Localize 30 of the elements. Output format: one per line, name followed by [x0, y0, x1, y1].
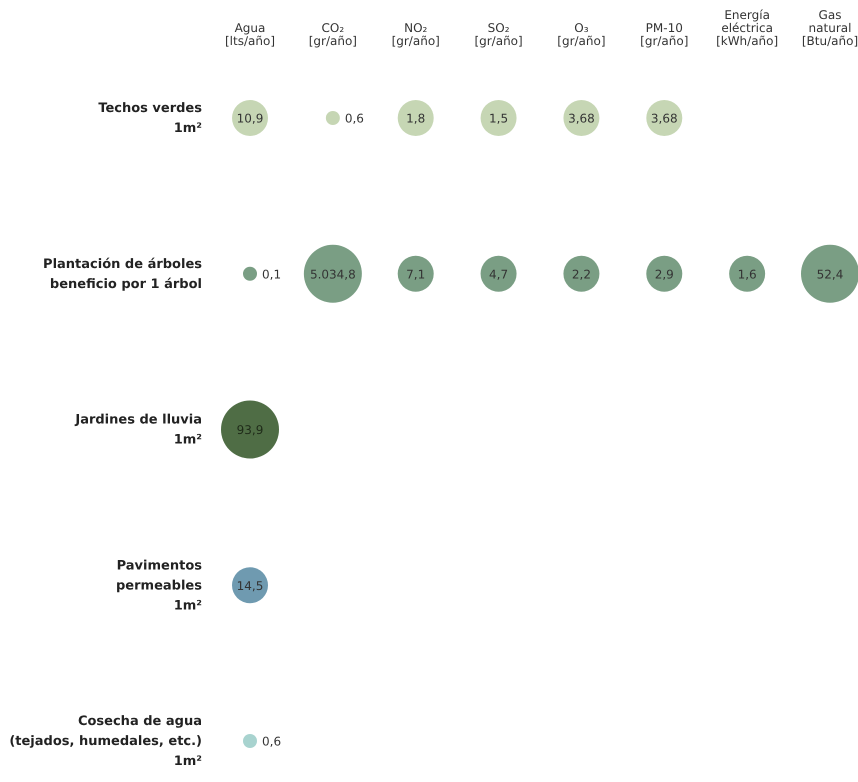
data-label: 7,1 [406, 267, 426, 282]
x-tick-label: Agua [lts/año] [225, 21, 275, 48]
data-label: 2,2 [572, 267, 591, 282]
y-tick-label: Techos verdes 1m² [98, 101, 202, 136]
data-label: 52,4 [816, 267, 844, 282]
x-tick-label: CO₂ [gr/año] [308, 21, 357, 48]
y-tick-label: Pavimentos permeables 1m² [116, 558, 202, 614]
x-tick-label: PM-10 [gr/año] [640, 21, 688, 48]
data-label: 10,9 [236, 112, 264, 126]
data-label: 4,7 [489, 267, 508, 282]
x-tick-label: Energía eléctrica [kWh/año] [716, 8, 778, 48]
x-tick-label: Gas natural [Btu/año] [802, 8, 858, 48]
data-label: 1,5 [489, 112, 508, 126]
data-label: 3,68 [650, 112, 678, 126]
data-label: 5.034,8 [310, 267, 356, 282]
data-label: 2,9 [654, 267, 674, 282]
y-tick-label: Jardines de lluvia 1m² [74, 412, 202, 448]
data-label: 1,6 [738, 267, 757, 282]
y-tick-label: Plantación de árboles beneficio por 1 árbol [43, 256, 202, 292]
y-tick-label: Cosecha de agua (tejados, humedales, etc.) 1m² [9, 714, 202, 769]
data-label: 3,68 [568, 112, 595, 126]
data-label: 0,1 [262, 267, 282, 282]
data-label: 0,6 [262, 734, 282, 748]
data-label: 93,9 [236, 423, 264, 437]
x-tick-label: NO₂ [gr/año] [392, 21, 440, 48]
data-label: 0,6 [344, 112, 364, 126]
x-tick-label: O₃ [gr/año] [557, 21, 606, 48]
data-label: 14,5 [236, 578, 264, 593]
data-label: 1,8 [406, 112, 426, 126]
x-tick-label: SO₂ [gr/año] [474, 21, 523, 48]
